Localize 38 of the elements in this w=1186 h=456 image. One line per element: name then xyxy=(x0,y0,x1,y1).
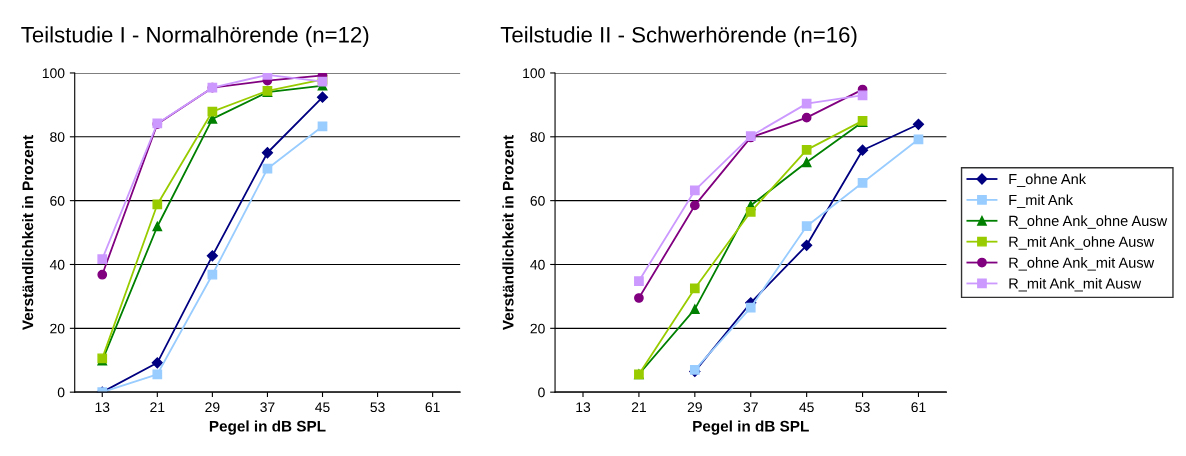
y-tick-label: 40 xyxy=(530,259,545,270)
x-tick-label: 29 xyxy=(205,402,220,413)
chart-title: Teilstudie I - Normalhörende (n=12) xyxy=(21,26,369,48)
y-tick-label: 100 xyxy=(523,68,545,79)
x-axis-title: Pegel in dB SPL xyxy=(693,420,809,435)
x-tick-label: 21 xyxy=(150,402,165,412)
y-tick-label: 100 xyxy=(42,68,65,79)
y-tick-label: 80 xyxy=(50,132,65,142)
y-tick-label: 0 xyxy=(57,387,65,398)
y-tick-label: 0 xyxy=(538,387,545,398)
y-tick-label: 40 xyxy=(49,259,65,270)
y-tick-label: 80 xyxy=(530,132,545,142)
x-tick-label: 61 xyxy=(425,402,440,413)
legend-label: R_ohne Ank_mit Ausw xyxy=(1009,257,1155,271)
x-tick-label: 37 xyxy=(743,402,758,413)
y-tick-label: 60 xyxy=(50,195,65,206)
legend-label: R_mit Ank_mit Ausw xyxy=(1009,277,1142,292)
legend-label: R_ohne Ank_ohne Ausw xyxy=(1009,215,1168,229)
x-tick-label: 45 xyxy=(799,402,814,413)
x-tick-label: 13 xyxy=(95,402,110,413)
legend-label: F_ohne Ank xyxy=(1009,173,1087,188)
x-tick-label: 37 xyxy=(260,402,275,413)
y-tick-label: 20 xyxy=(50,323,65,334)
y-axis-title: Verständlichkeit in Prozent xyxy=(22,135,34,331)
x-tick-label: 61 xyxy=(911,402,926,413)
legend-label: F_mit Ank xyxy=(1009,194,1074,208)
x-tick-label: 29 xyxy=(687,402,702,413)
chart-title: Teilstudie II - Schwerhörende (n=16) xyxy=(500,26,857,48)
x-tick-label: 45 xyxy=(315,402,330,413)
y-tick-label: 60 xyxy=(530,195,545,206)
x-axis-title: Pegel in dB SPL xyxy=(209,420,326,435)
x-tick-label: 13 xyxy=(576,402,591,413)
x-tick-label: 53 xyxy=(370,402,385,413)
y-axis-title: Verständlichkeit in Prozent xyxy=(502,135,514,331)
y-tick-label: 20 xyxy=(530,323,545,334)
x-tick-label: 21 xyxy=(631,402,646,412)
legend-label: R_mit Ank_ohne Ausw xyxy=(1009,236,1155,250)
x-tick-label: 53 xyxy=(855,402,870,413)
